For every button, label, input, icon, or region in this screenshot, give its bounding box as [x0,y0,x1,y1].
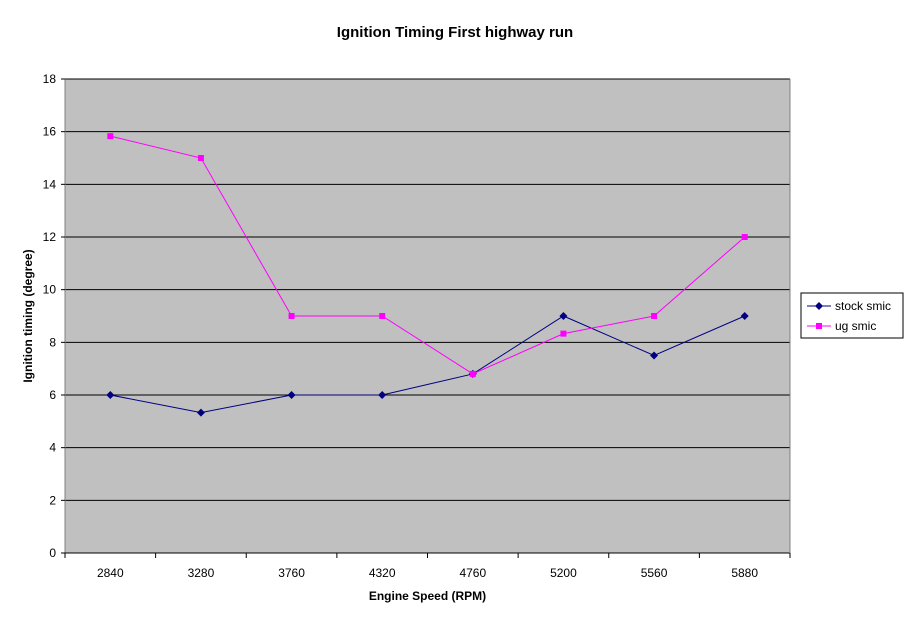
y-axis-ticks: 0 2 4 6 8 10 12 14 16 18 [43,72,65,560]
series-ug-smic [107,133,748,377]
legend-item: ug smic [807,319,876,333]
series-line [110,315,745,414]
plot-area [65,79,790,553]
x-tick-label: 2840 [97,566,124,580]
y-tick-label: 4 [49,441,56,455]
legend-item: stock smic [807,299,891,313]
y-tick-label: 10 [43,283,57,297]
x-tick-label: 5200 [550,566,577,580]
data-point [379,313,386,319]
y-tick-label: 12 [43,230,57,244]
data-point [288,313,295,319]
legend-box [800,292,904,339]
legend-label: ug smic [835,319,876,333]
x-tick-label: 4320 [369,566,396,580]
x-tick-label: 3760 [278,566,305,580]
data-point [740,312,749,320]
legend-label: stock smic [835,299,891,313]
data-point [107,133,114,140]
data-point [287,391,296,399]
data-point [816,323,822,329]
data-point [560,330,567,337]
x-tick-label: 4760 [459,566,486,580]
data-point [196,408,205,417]
data-point [378,391,387,399]
y-tick-label: 0 [49,546,56,560]
data-point [651,313,658,319]
series-group [106,133,749,417]
data-point [815,302,823,310]
x-tick-label: 5880 [731,566,758,580]
series-line [110,135,746,375]
y-tick-label: 6 [49,388,56,402]
legend: stock smic ug smic [800,292,904,339]
data-point [469,370,476,377]
y-tick-label: 18 [43,72,57,86]
y-tick-label: 16 [43,125,57,139]
data-point [559,312,568,320]
data-point [650,351,659,360]
x-tick-label: 5560 [641,566,668,580]
y-tick-label: 14 [43,177,57,191]
y-axis-label: Ignition timing (degree) [21,249,35,382]
data-point [106,391,115,399]
y-tick-label: 2 [49,493,56,507]
data-point [741,234,748,240]
x-axis-label: Engine Speed (RPM) [369,589,486,603]
chart-title: Ignition Timing First highway run [337,24,573,41]
gridlines [65,78,790,501]
data-point [197,155,204,161]
x-axis-ticks: 2840 3280 3760 4320 4760 5200 5560 5880 [64,553,791,580]
x-tick-label: 3280 [188,566,215,580]
y-tick-label: 8 [49,335,56,349]
